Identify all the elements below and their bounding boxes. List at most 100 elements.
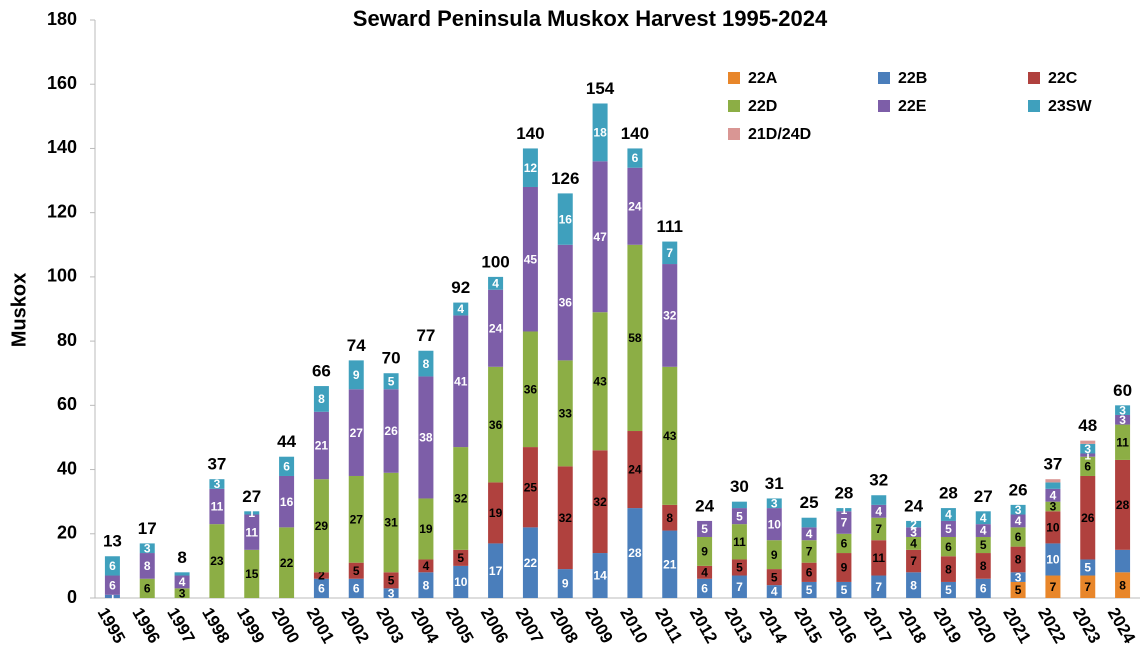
total-label: 26 <box>1009 480 1028 499</box>
value-label: 6 <box>701 582 708 596</box>
total-label: 32 <box>869 471 888 490</box>
x-tick-label: 1998 <box>198 604 233 646</box>
x-tick-label: 2012 <box>686 604 721 646</box>
bar-segment <box>244 549 260 598</box>
value-label: 14 <box>593 569 607 583</box>
value-label: 32 <box>593 495 607 509</box>
value-label: 4 <box>980 524 987 538</box>
bar-segment <box>453 302 469 316</box>
bar-segment <box>871 575 887 598</box>
bar-segment <box>104 594 120 598</box>
bar-segment <box>731 501 747 509</box>
bar-segment <box>279 527 295 598</box>
value-label: 8 <box>945 562 952 576</box>
x-tick-label: 2019 <box>930 604 965 646</box>
value-label: 26 <box>1081 511 1095 525</box>
value-label: 5 <box>353 564 360 578</box>
bar-segment <box>871 540 887 576</box>
value-label: 10 <box>1046 521 1060 535</box>
value-label: 5 <box>841 583 848 597</box>
bar-segment <box>1115 405 1131 415</box>
value-label: 3 <box>1015 570 1022 584</box>
bar-segment <box>975 524 991 537</box>
total-label: 74 <box>347 336 366 355</box>
value-label: 7 <box>736 580 743 594</box>
bar-segment <box>348 578 364 598</box>
bar-segment <box>418 376 434 499</box>
total-label: 111 <box>657 217 684 236</box>
value-label: 31 <box>384 516 398 530</box>
bar-segment <box>1045 479 1061 483</box>
bar-segment <box>209 524 225 598</box>
value-label: 10 <box>768 517 782 531</box>
value-label: 18 <box>593 126 607 140</box>
bar-segment <box>906 520 922 528</box>
value-label: 5 <box>980 538 987 552</box>
bar-segment <box>836 511 852 534</box>
bar-segment <box>662 504 678 531</box>
bar-segment <box>453 565 469 598</box>
total-label: 126 <box>551 169 579 188</box>
legend-swatch <box>878 72 890 84</box>
value-label: 36 <box>489 418 503 432</box>
value-label: 8 <box>423 578 430 592</box>
bar-segment <box>662 264 678 367</box>
value-label: 5 <box>945 522 952 536</box>
bar-segment <box>418 498 434 560</box>
value-label: 6 <box>980 582 987 596</box>
value-label: 24 <box>489 321 503 335</box>
x-tick-label: 2018 <box>895 604 930 646</box>
value-label: 38 <box>419 431 433 445</box>
bar-segment <box>975 578 991 598</box>
bar-segment <box>522 331 538 448</box>
total-label: 28 <box>834 484 853 503</box>
bar-segment <box>1045 482 1061 489</box>
bar-segment <box>104 575 120 595</box>
bar-segment <box>940 581 956 598</box>
value-label: 6 <box>841 537 848 551</box>
bar-segment <box>313 578 329 598</box>
total-label: 100 <box>481 252 509 271</box>
legend-label: 21D/24D <box>748 126 811 143</box>
bar-segment <box>1010 514 1026 528</box>
bar-segment <box>139 578 155 598</box>
value-label: 4 <box>423 559 430 573</box>
value-label: 7 <box>841 516 848 530</box>
bar-segment <box>731 524 747 560</box>
bar-segment <box>348 360 364 390</box>
value-label: 6 <box>632 151 639 165</box>
bar-segment <box>1080 443 1096 454</box>
y-axis-title: Muskox <box>8 273 30 347</box>
value-label: 5 <box>771 570 778 584</box>
bar-segment <box>801 581 817 598</box>
value-label: 3 <box>144 541 151 555</box>
legend-label: 22E <box>898 98 927 115</box>
value-label: 33 <box>559 407 573 421</box>
bar-segment <box>139 543 155 554</box>
bar-segment <box>1080 456 1096 476</box>
value-label: 4 <box>492 276 499 290</box>
value-label: 5 <box>1084 561 1091 575</box>
bar-segment <box>279 475 295 528</box>
legend-swatch <box>878 100 890 112</box>
x-tick-label: 2011 <box>651 605 686 646</box>
value-label: 1 <box>248 506 255 520</box>
bar-segment <box>766 540 782 570</box>
x-tick-label: 2014 <box>755 604 791 647</box>
x-tick-label: 2008 <box>546 604 581 646</box>
bar-segment <box>1045 575 1061 598</box>
x-tick-label: 2004 <box>407 604 443 647</box>
value-label: 6 <box>283 460 290 474</box>
value-label: 5 <box>457 551 464 565</box>
bar-segment <box>488 543 504 598</box>
value-label: 7 <box>910 554 917 568</box>
value-label: 32 <box>559 511 573 525</box>
bar-segment <box>697 565 713 579</box>
bar-segment <box>104 556 120 576</box>
total-label: 92 <box>451 278 470 297</box>
total-label: 140 <box>516 124 544 143</box>
value-label: 3 <box>771 496 778 510</box>
value-label: 3 <box>910 525 917 539</box>
bar-segment <box>940 508 956 521</box>
bar-segment <box>348 475 364 563</box>
